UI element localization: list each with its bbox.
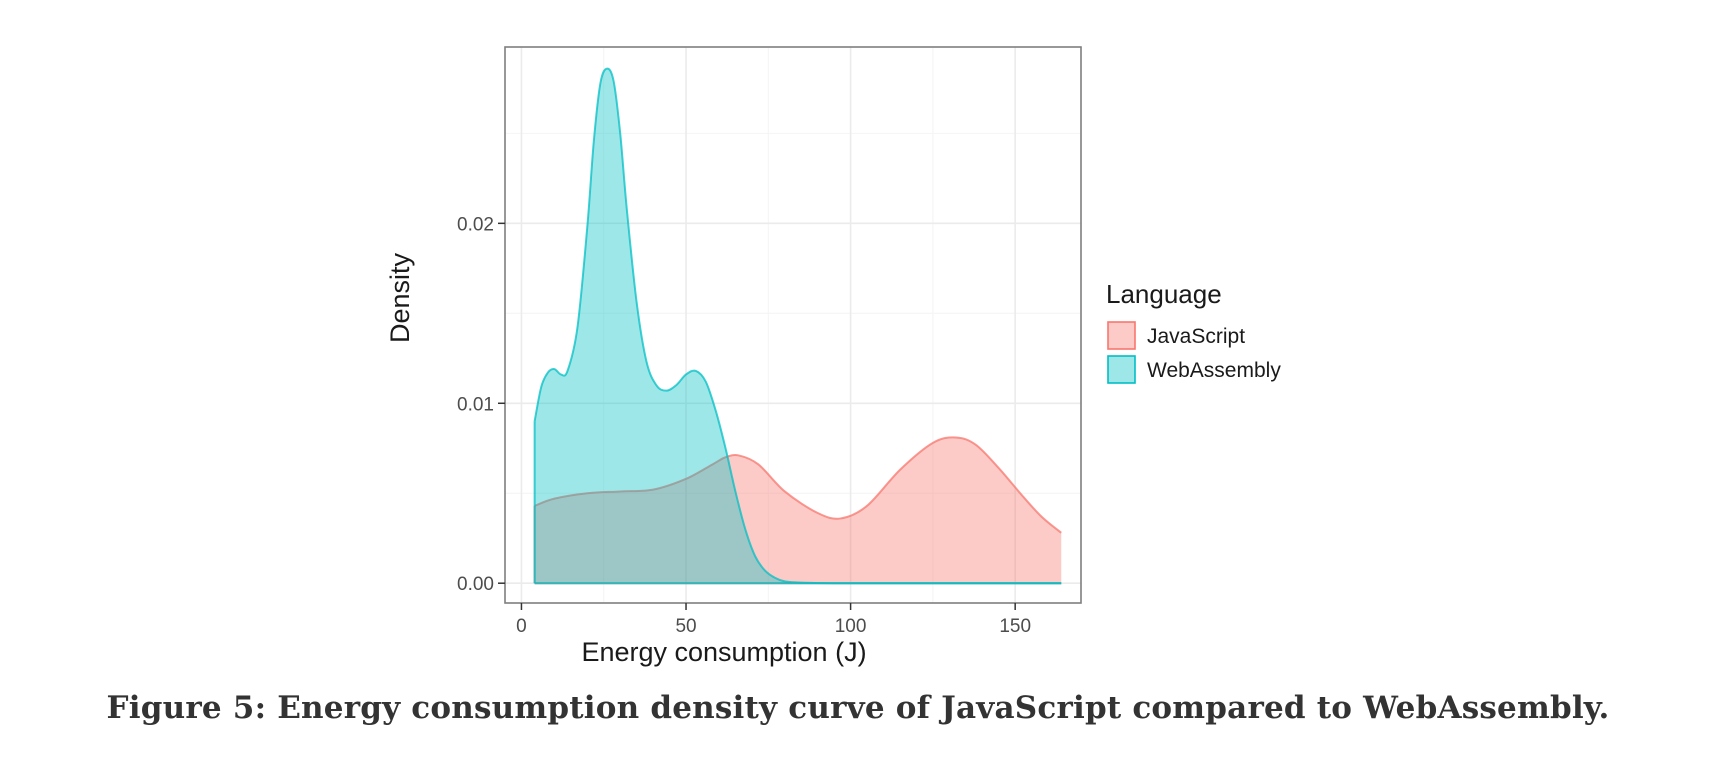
y-tick-label: 0.01 bbox=[457, 394, 494, 415]
x-tick-label: 150 bbox=[999, 616, 1031, 637]
webassembly-density-area bbox=[534, 68, 1062, 584]
legend: Language JavaScript WebAssembly bbox=[1106, 279, 1281, 384]
legend-label-javascript: JavaScript bbox=[1147, 325, 1245, 348]
density-chart: 0 50 100 150 0.00 0.01 0.02 Energy consumptio… bbox=[385, 46, 1281, 667]
legend-label-webassembly: WebAssembly bbox=[1147, 359, 1281, 382]
figure-caption: Figure 5: Energy consumption density cur… bbox=[106, 690, 1610, 726]
x-axis-title: Energy consumption (J) bbox=[581, 637, 866, 667]
x-tick-label: 0 bbox=[516, 616, 527, 637]
legend-title: Language bbox=[1106, 279, 1222, 309]
javascript-density-area bbox=[534, 437, 1062, 584]
density-areas bbox=[533, 67, 1062, 585]
legend-key-webassembly bbox=[1107, 355, 1136, 384]
x-axis: 0 50 100 150 bbox=[516, 603, 1031, 637]
plot-border bbox=[504, 46, 1082, 604]
x-tick-label: 100 bbox=[835, 616, 867, 637]
plot-panel bbox=[505, 47, 1081, 603]
x-tick-label: 50 bbox=[675, 616, 696, 637]
y-axis: 0.00 0.01 0.02 bbox=[457, 214, 505, 595]
y-tick-label: 0.02 bbox=[457, 214, 494, 235]
y-axis-title: Density bbox=[385, 252, 415, 343]
javascript-density-line bbox=[534, 436, 1062, 534]
webassembly-density-line bbox=[533, 67, 1062, 585]
y-tick-label: 0.00 bbox=[457, 574, 494, 595]
legend-key-javascript bbox=[1107, 321, 1136, 350]
